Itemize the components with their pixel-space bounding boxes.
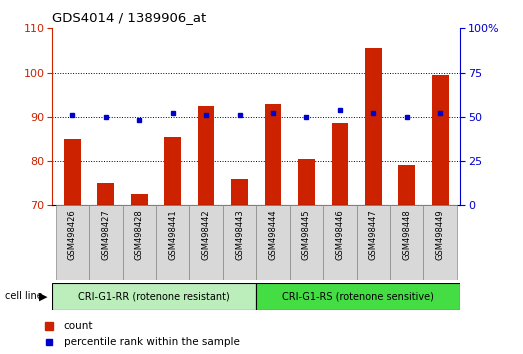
Text: GDS4014 / 1389906_at: GDS4014 / 1389906_at xyxy=(52,11,207,24)
Text: cell line: cell line xyxy=(5,291,43,302)
Text: GSM498445: GSM498445 xyxy=(302,209,311,260)
Bar xyxy=(256,283,460,310)
Bar xyxy=(189,205,223,280)
Bar xyxy=(332,124,348,205)
Bar xyxy=(55,205,89,280)
Text: GSM498447: GSM498447 xyxy=(369,209,378,260)
Text: percentile rank within the sample: percentile rank within the sample xyxy=(64,337,240,347)
Text: ▶: ▶ xyxy=(39,291,48,302)
Bar xyxy=(231,179,248,205)
Text: GSM498426: GSM498426 xyxy=(68,209,77,260)
Bar xyxy=(131,194,147,205)
Bar xyxy=(164,137,181,205)
Bar xyxy=(198,106,214,205)
Text: CRI-G1-RS (rotenone sensitive): CRI-G1-RS (rotenone sensitive) xyxy=(282,291,434,302)
Bar xyxy=(64,139,81,205)
Bar xyxy=(323,205,357,280)
Bar xyxy=(298,159,315,205)
Bar xyxy=(223,205,256,280)
Bar xyxy=(390,205,424,280)
Text: GSM498446: GSM498446 xyxy=(335,209,344,260)
Bar xyxy=(122,205,156,280)
Text: GSM498427: GSM498427 xyxy=(101,209,110,260)
Bar xyxy=(97,183,114,205)
Text: count: count xyxy=(64,321,93,331)
Text: GSM498444: GSM498444 xyxy=(268,209,278,260)
Bar xyxy=(89,205,122,280)
Text: GSM498442: GSM498442 xyxy=(201,209,211,260)
Bar xyxy=(357,205,390,280)
Bar xyxy=(52,283,256,310)
Text: GSM498428: GSM498428 xyxy=(135,209,144,260)
Bar xyxy=(432,75,449,205)
Bar xyxy=(399,165,415,205)
Bar xyxy=(256,205,290,280)
Text: CRI-G1-RR (rotenone resistant): CRI-G1-RR (rotenone resistant) xyxy=(78,291,230,302)
Bar xyxy=(156,205,189,280)
Bar xyxy=(265,103,281,205)
Bar xyxy=(365,48,382,205)
Text: GSM498448: GSM498448 xyxy=(402,209,411,260)
Text: GSM498449: GSM498449 xyxy=(436,209,445,260)
Text: GSM498441: GSM498441 xyxy=(168,209,177,260)
Bar xyxy=(290,205,323,280)
Text: GSM498443: GSM498443 xyxy=(235,209,244,260)
Bar xyxy=(424,205,457,280)
